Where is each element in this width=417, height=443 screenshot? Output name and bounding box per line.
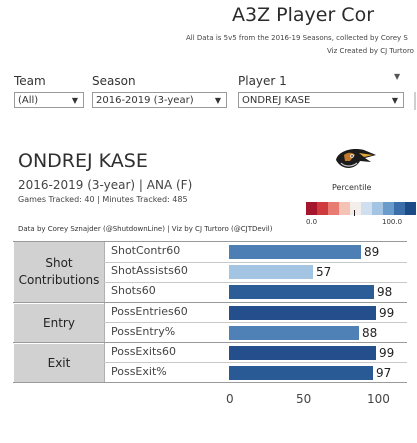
season-filter-dropdown[interactable]: 2016-2019 (3-year) ▼ [92,92,227,108]
row-separator [104,362,407,363]
legend-swatch [328,202,339,215]
chevron-down-icon: ▼ [71,96,78,105]
bar-value-label: 88 [362,326,378,340]
season-filter-label: Season [92,74,136,88]
row-separator [104,282,407,283]
metric-label: ShotContr60 [111,244,181,257]
category-entry: Entry [14,304,104,342]
viz-credit-note: Viz Created by CJ Turtoro [327,47,414,55]
percentile-bar[interactable] [229,265,313,279]
legend-swatch [306,202,317,215]
legend-swatch [317,202,328,215]
percentile-bar[interactable] [229,285,374,299]
table-top-border [13,241,407,242]
table-divider [104,242,105,382]
bar-value-label: 98 [377,285,393,299]
x-tick-label: 50 [296,392,312,406]
team-filter-label: Team [14,74,46,88]
x-tick-label: 100 [367,392,390,406]
team-filter-value: (All) [18,95,39,106]
chevron-down-icon: ▼ [214,96,221,105]
player-filter-menu-icon[interactable]: ▼ [394,72,401,81]
bar-value-label: 97 [376,366,392,380]
legend-swatch [372,202,383,215]
team-filter-dropdown[interactable]: (All) ▼ [14,92,84,108]
player-info: 2016-2019 (3-year) | ANA (F) [18,178,193,192]
player-filter-label: Player 1 [238,74,287,88]
x-tick-label: 0 [226,392,234,406]
chevron-down-icon: ▼ [391,96,398,105]
percentile-legend-title: Percentile [332,183,372,192]
row-separator [104,322,407,323]
bar-value-label: 89 [364,245,380,259]
legend-swatch [383,202,394,215]
metric-label: PossEntry% [111,325,176,338]
data-source-note: All Data is 5v5 from the 2016-19 Seasons… [186,34,408,42]
table-bottom-border [13,382,407,383]
metric-label: ShotAssists60 [111,264,188,277]
legend-min-label: 0.0 [306,218,318,226]
legend-tick [354,210,355,216]
percentile-bar[interactable] [229,245,361,259]
tracking-stats: Games Tracked: 40 | Minutes Tracked: 485 [18,195,188,204]
legend-swatch [361,202,372,215]
category-shot-contributions: Shot Contributions [14,242,104,302]
player-filter-value: ONDREJ KASE [242,95,311,106]
bar-value-label: 99 [379,346,395,360]
legend-max-label: 100.0 [382,218,403,226]
metric-label: PossExits60 [111,345,176,358]
percentile-bar[interactable] [229,366,373,380]
legend-swatch [339,202,350,215]
next-filter-edge [414,92,416,110]
percentile-bar[interactable] [229,326,359,340]
dashboard-title: A3Z Player Cor [232,4,375,26]
category-separator [13,302,407,303]
metric-label: PossExit% [111,365,167,378]
category-exit: Exit [14,344,104,382]
legend-swatch [394,202,405,215]
category-separator [13,342,407,343]
season-filter-value: 2016-2019 (3-year) [96,95,194,106]
player-filter-dropdown[interactable]: ONDREJ KASE ▼ [238,92,404,108]
metric-label: Shots60 [111,284,156,297]
percentile-color-ramp [306,202,416,215]
player-name: ONDREJ KASE [18,150,148,172]
anaheim-ducks-logo-icon [332,146,378,174]
legend-swatch [350,202,361,215]
percentile-bar[interactable] [229,306,376,320]
bar-value-label: 99 [379,306,395,320]
row-separator [104,262,407,263]
bar-value-label: 57 [316,265,332,279]
data-credit: Data by Corey Sznajder (@ShutdownLine) |… [18,225,273,233]
legend-swatch [405,202,416,215]
percentile-bar[interactable] [229,346,376,360]
metric-label: PossEntries60 [111,305,188,318]
